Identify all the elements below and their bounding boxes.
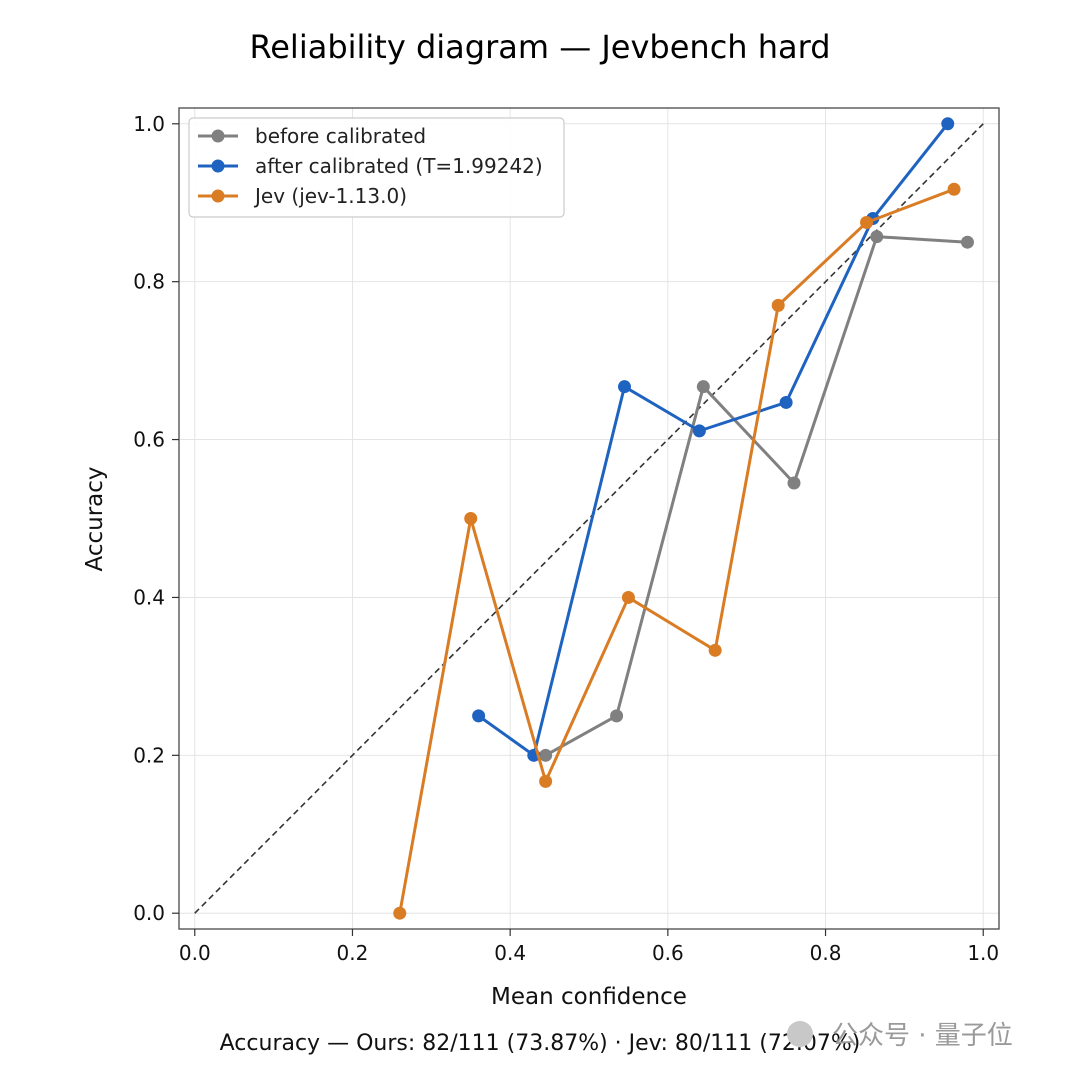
data-point [393, 906, 407, 920]
data-point [472, 709, 486, 723]
series-line [398, 187, 955, 914]
legend-label: Jev (jev-1.13.0) [253, 184, 407, 208]
legend-marker [211, 159, 225, 173]
x-tick-label: 0.4 [494, 941, 526, 965]
data-point [870, 230, 884, 244]
data-point [617, 380, 631, 394]
data-point [692, 424, 706, 438]
legend-box [188, 117, 565, 218]
data-point [771, 298, 785, 312]
footer-accuracy-text: Accuracy — Ours: 82/111 (73.87%) · Jev: … [220, 1031, 861, 1056]
data-point [464, 512, 478, 525]
diagonal-reference-line [194, 123, 984, 914]
data-point [779, 395, 793, 409]
legend: before calibrated after calibrated (T=1.9… [188, 117, 565, 218]
series-2 [393, 182, 961, 920]
x-tick-label: 1.0 [967, 941, 999, 965]
x-tick-label: 0.8 [810, 941, 842, 965]
chart-title: Reliability diagram — Jevbench hard [249, 28, 830, 66]
data-point [947, 182, 961, 196]
y-tick-label: 1.0 [133, 112, 165, 136]
legend-label: before calibrated [255, 124, 426, 148]
y-tick-label: 0.4 [133, 585, 165, 609]
legend-label: after calibrated (T=1.99242) [255, 154, 543, 178]
data-point [960, 235, 974, 249]
data-point [539, 748, 553, 762]
data-point [539, 774, 553, 788]
legend-marker [211, 189, 225, 203]
series-line [544, 235, 968, 757]
x-tick-label: 0.2 [337, 941, 369, 965]
data-point [941, 117, 955, 131]
y-axis-title: Accuracy [82, 466, 108, 571]
y-tick-label: 0.8 [133, 270, 165, 294]
x-tick-label: 0.6 [652, 941, 684, 965]
legend-marker [211, 129, 225, 143]
data-point [610, 709, 624, 723]
y-tick-label: 0.2 [133, 743, 165, 767]
wechat-icon [787, 1021, 813, 1047]
series-0 [539, 230, 974, 762]
data-point [860, 215, 874, 229]
data-point [708, 643, 722, 657]
y-tick-label: 0.6 [133, 428, 165, 452]
watermark-text: 公众号 · 量子位 [832, 1021, 1013, 1051]
data-point [621, 590, 635, 604]
y-tick-label: 0.0 [133, 901, 165, 925]
data-point [696, 380, 710, 394]
x-axis-title: Mean confidence [491, 984, 687, 1010]
watermark: 公众号 · 量子位 [787, 1021, 1013, 1051]
data-point [787, 476, 801, 490]
x-tick-label: 0.0 [179, 941, 211, 965]
plot-frame [178, 107, 1000, 930]
series-layer [393, 117, 974, 920]
ticks: 0.0 0.2 0.4 0.6 0.8 1.0 0.0 0.2 0.4 0.6 0.8 1.0 [133, 112, 999, 965]
